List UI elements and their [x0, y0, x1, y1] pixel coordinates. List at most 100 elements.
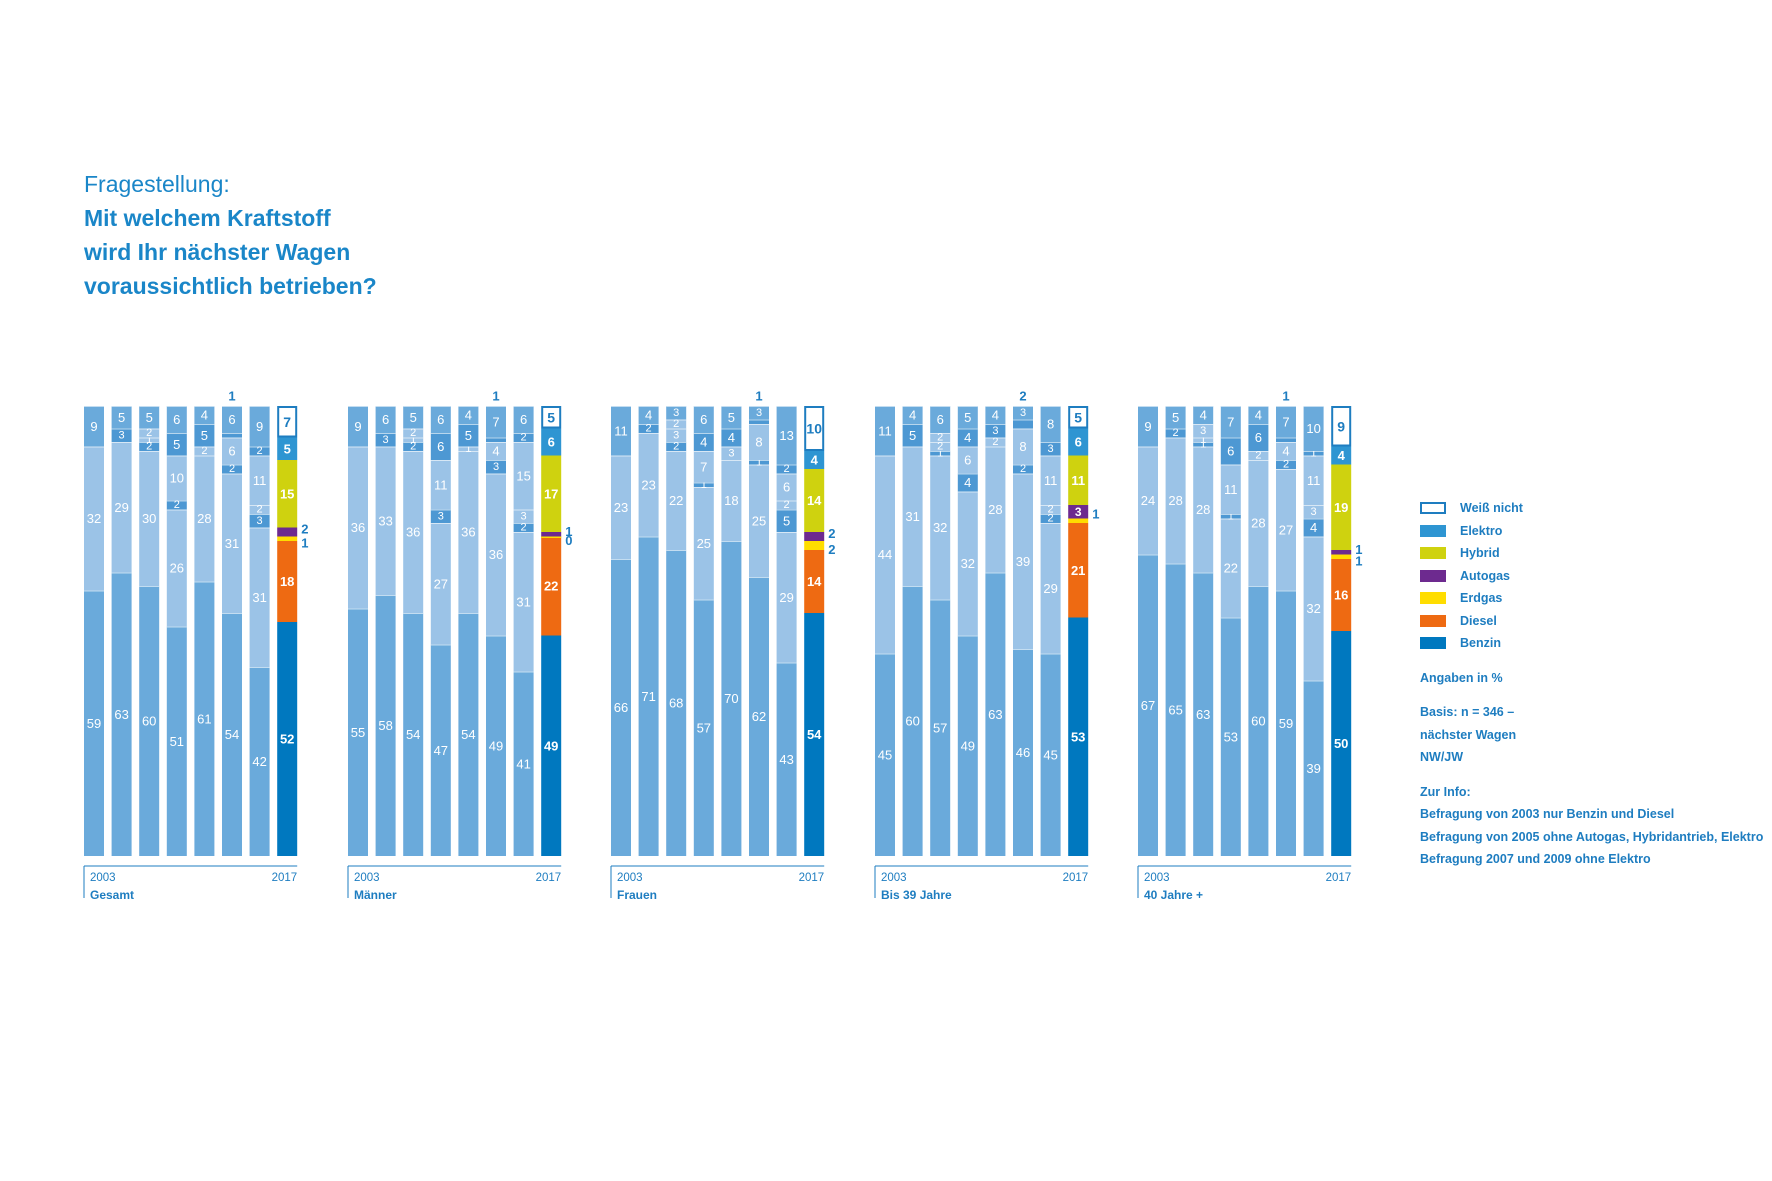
group-2-bar-4-sep-elektro: [721, 428, 742, 430]
group-1-last-label-elektro: 6: [548, 435, 555, 450]
group-2-bar-4-label-weiss_nicht: 5: [728, 410, 735, 425]
group-4-bar-6-seg-autogas: [1303, 505, 1324, 519]
group-3-bar-4-label-elektro: 3: [992, 425, 998, 437]
group-1-bar-2-sep-benzin: [403, 613, 424, 614]
group-3-bar-2-label-weiss_nicht: 6: [937, 412, 944, 427]
group-3-bar-6-seg-benzin: [1040, 653, 1061, 856]
group-4-name: 40 Jahre +: [1144, 888, 1203, 902]
group-3-bar-1-seg-erdgas: [902, 424, 923, 447]
group-3-last-label-hybrid: 11: [1071, 473, 1085, 488]
group-1-bar-5-seg-hybrid: [486, 442, 506, 460]
group-2-bar-5-label-benzin: 62: [752, 709, 766, 724]
group-4-bar-3-seg-weiss_nicht: [1220, 406, 1241, 438]
group-3-bar-6-sep-hybrid: [1040, 455, 1061, 457]
group-1-bar-5-seg-weiss_nicht: [486, 406, 506, 438]
group-4-last-label-autogas: 1: [1355, 542, 1362, 557]
group-2-bar-1-sep-erdgas: [638, 424, 659, 425]
group-0-bar-6-seg-erdgas: [249, 514, 270, 528]
group-1-bar-6-label-weiss_nicht: 6: [520, 412, 527, 427]
group-0-start-year: 2003: [90, 872, 116, 884]
group-0-bar-2-seg-weiss_nicht: [139, 406, 160, 429]
group-2-bar-2-label-weiss_nicht: 3: [673, 407, 679, 419]
group-0-bar-5-seg-benzin: [222, 613, 242, 856]
group-2-bar-6-seg-autogas: [776, 500, 797, 510]
group-0-bar-0-label-benzin: 59: [87, 716, 101, 731]
group-0-bar-6-sep-diesel: [249, 527, 270, 529]
group-4-bar-1-sep-erdgas: [1165, 428, 1186, 430]
group-1-bar-0-label-weiss_nicht: 9: [354, 419, 361, 434]
group-2-bar-6-seg-hybrid: [776, 473, 797, 501]
group-1-bar-2-seg-autogas: [403, 437, 424, 442]
group-2-bar-1-label-benzin: 71: [641, 689, 655, 704]
group-3-bar-2-sep-benzin: [930, 599, 951, 601]
group-1-bar-1-sep-benzin: [375, 595, 396, 596]
group-4-bar-1-label-erdgas: 2: [1173, 427, 1179, 439]
group-2-bar-6-sep-hybrid: [776, 473, 797, 475]
group-3-bar-5-sep-weiss_nicht: [1013, 406, 1033, 407]
group-4-bar-5-sep-diesel: [1276, 469, 1296, 470]
group-4-bar-3-seg-diesel: [1220, 518, 1241, 618]
group-2-bar-4-sep-weiss_nicht: [721, 406, 742, 407]
group-1-bar-3-seg-diesel: [430, 523, 451, 645]
group-0-bar-2-seg-autogas: [139, 437, 160, 442]
group-3-bar-0-seg-benzin: [875, 653, 895, 856]
group-1-bar-5-sep-benzin: [486, 635, 506, 637]
group-4-bar-5-label-hybrid: 4: [1282, 444, 1289, 459]
group-3-bar-0-label-benzin: 45: [878, 747, 892, 762]
group-0-bar-5-sep-hybrid: [222, 437, 242, 439]
group-0-bar-1-label-diesel: 29: [114, 500, 128, 515]
group-1-bar-1-label-erdgas: 3: [383, 434, 389, 446]
group-4-last-seg-erdgas: [1331, 554, 1352, 559]
group-2-bar-3-label-elektro: 4: [700, 435, 707, 450]
group-2-bar-0-sep-weiss_nicht: [611, 406, 631, 407]
group-0-bar-4-seg-benzin: [194, 581, 215, 856]
group-0-bar-2-sep-weiss_nicht: [139, 406, 160, 407]
group-2-bar-4-sep-hybrid: [721, 446, 742, 448]
group-0-bar-3-sep-elektro: [166, 433, 187, 434]
group-1-bar-5-seg-benzin: [486, 635, 506, 856]
group-2-bar-5-seg-elektro: [749, 419, 769, 424]
group-0-bar-6-label-elektro: 2: [257, 445, 263, 457]
group-1-bar-2-seg-erdgas: [403, 442, 424, 451]
group-1-bar-3-sep-diesel: [430, 523, 451, 524]
legend-unit: Angaben in %: [1420, 670, 1503, 685]
group-2-bar-5-sep-diesel: [749, 464, 769, 466]
group-1-last-label-benzin: 49: [544, 738, 558, 753]
group-4-bar-3-seg-hybrid: [1220, 464, 1241, 514]
group-4-bar-6-label-autogas: 3: [1311, 506, 1317, 518]
group-0-bar-1-label-weiss_nicht: 5: [118, 410, 125, 425]
group-4-bar-0-sep-weiss_nicht: [1138, 406, 1158, 407]
group-2-last-seg-elektro: [804, 451, 825, 469]
group-0-bar-4-label-hybrid: 2: [201, 445, 207, 457]
group-2-bar-3-sep-elektro: [693, 433, 714, 434]
group-0-bar-6-sep-weiss_nicht: [249, 406, 270, 407]
group-2-bar-6-seg-weiss_nicht: [776, 406, 797, 465]
group-3-bar-0-label-diesel: 44: [878, 547, 892, 562]
group-4-bar-0-sep-diesel: [1138, 446, 1158, 448]
group-0-bar-0-sep-benzin: [84, 590, 104, 592]
group-3-bar-5-seg-elektro: [1013, 419, 1033, 429]
group-2-bar-5-sep-benzin: [749, 577, 769, 578]
group-1-bar-1-seg-weiss_nicht: [375, 406, 396, 433]
group-3-bar-6-label-diesel: 29: [1043, 581, 1057, 596]
group-0-bar-2-label-autogas: 1: [146, 434, 152, 446]
group-4-bar-3-sep-weiss_nicht: [1220, 406, 1241, 407]
group-4-bar-2-sep-benzin: [1193, 572, 1214, 574]
group-2-bar-6-sep-diesel: [776, 532, 797, 533]
group-0-bar-4-seg-weiss_nicht: [194, 406, 215, 424]
group-3-bar-5-sep-benzin: [1013, 649, 1033, 650]
group-4-bar-6-sep-weiss_nicht: [1303, 406, 1324, 407]
group-1-bar-6-sep-weiss_nicht: [513, 406, 534, 407]
group-1-bar-4-label-hybrid: 1: [465, 443, 471, 455]
group-1-bar-1-seg-benzin: [375, 595, 396, 856]
group-0-last-label-weiss_nicht: 7: [283, 414, 291, 430]
legend-basis-3: NW/JW: [1420, 750, 1464, 764]
group-1-bar-4-seg-hybrid: [458, 446, 479, 451]
group-1-bar-6-seg-autogas: [513, 509, 534, 523]
group-0-bar-3-sep-hybrid: [166, 455, 187, 457]
group-1-bar-1-label-benzin: 58: [378, 718, 392, 733]
group-4-bar-3-sep-erdgas: [1220, 514, 1241, 515]
group-1-bar-0-sep-benzin: [348, 608, 368, 610]
group-1-bar-3-seg-elektro: [430, 433, 451, 460]
